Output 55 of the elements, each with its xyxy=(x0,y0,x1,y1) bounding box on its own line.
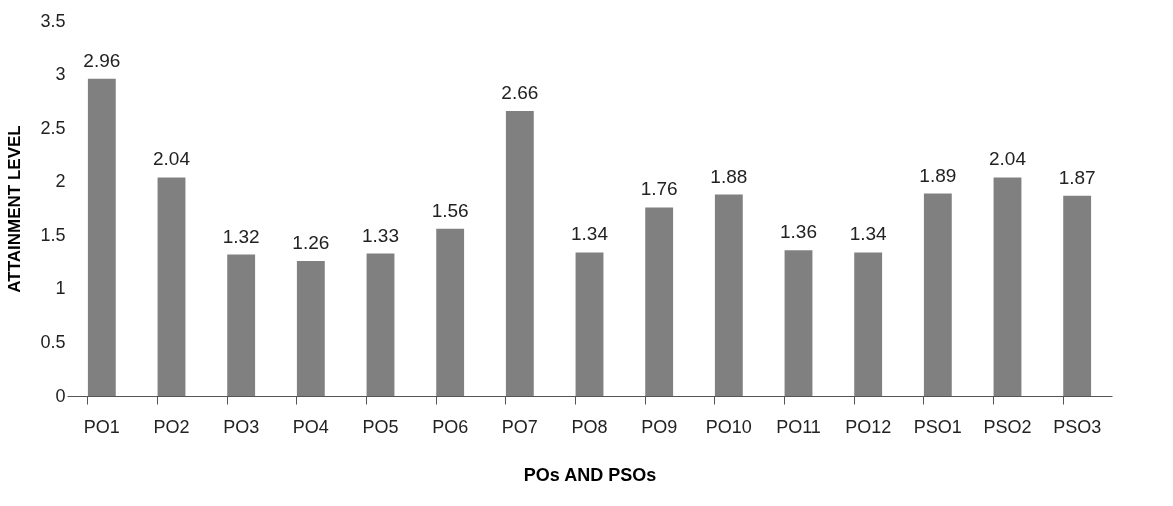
data-label: 1.34 xyxy=(571,223,609,245)
data-label: 2.04 xyxy=(153,148,191,170)
data-label: 1.87 xyxy=(1058,166,1096,188)
x-tick-label: PSO3 xyxy=(1053,416,1102,437)
x-tick-label: PSO2 xyxy=(983,416,1032,437)
x-tick-label: PO4 xyxy=(292,416,329,437)
data-label: 1.89 xyxy=(919,164,957,186)
data-label: 1.34 xyxy=(849,223,888,245)
data-label: 1.88 xyxy=(710,165,748,187)
y-tick-label: 3 xyxy=(55,64,66,85)
data-label: 1.76 xyxy=(640,178,678,200)
x-tick-label: PO7 xyxy=(501,416,538,437)
x-tick-label: PO1 xyxy=(83,416,120,437)
data-label: 2.66 xyxy=(501,82,539,103)
y-tick-label: 1.5 xyxy=(40,224,66,245)
data-label: 2.96 xyxy=(83,49,121,71)
x-tick-label: PO11 xyxy=(776,416,821,437)
x-tick-label: PO3 xyxy=(223,416,260,437)
bar xyxy=(645,207,674,396)
x-tick-label: PO8 xyxy=(571,416,608,437)
x-tick-label: PSO1 xyxy=(913,416,962,437)
x-tick-label: PO5 xyxy=(362,416,399,437)
bar xyxy=(366,253,395,396)
bar xyxy=(923,193,952,396)
bar xyxy=(296,261,325,396)
y-tick-label: 2.5 xyxy=(40,117,66,138)
data-label: 1.56 xyxy=(431,199,469,221)
x-tick-label: PO10 xyxy=(705,416,752,437)
y-axis-title: ATTAINMENT LEVEL xyxy=(5,125,25,293)
bar xyxy=(1063,195,1092,396)
y-tick-label: 1 xyxy=(55,278,66,299)
bar xyxy=(714,194,743,396)
x-tick-label: PO9 xyxy=(641,416,678,437)
bar xyxy=(227,254,256,396)
bar xyxy=(993,177,1022,396)
data-label: 1.33 xyxy=(362,224,399,246)
data-label: 1.26 xyxy=(292,232,330,253)
x-tick-label: PO2 xyxy=(153,416,190,437)
y-tick-label: 0 xyxy=(55,385,66,406)
data-label: 1.32 xyxy=(222,225,260,247)
y-tick-label: 3.5 xyxy=(40,10,66,31)
bar xyxy=(157,177,186,396)
y-tick-label: 0.5 xyxy=(40,331,66,352)
bar xyxy=(505,111,534,396)
bar xyxy=(575,252,604,396)
data-label: 1.36 xyxy=(780,221,817,243)
bar xyxy=(436,228,465,396)
x-tick-label: PO6 xyxy=(432,416,469,437)
bar xyxy=(854,252,883,396)
data-label: 2.04 xyxy=(989,148,1027,170)
x-tick-label: PO12 xyxy=(845,416,892,437)
y-tick-label: 2 xyxy=(55,171,66,192)
x-axis-title: POs AND PSOs xyxy=(523,464,657,485)
bar xyxy=(784,250,813,396)
bar xyxy=(87,78,116,396)
